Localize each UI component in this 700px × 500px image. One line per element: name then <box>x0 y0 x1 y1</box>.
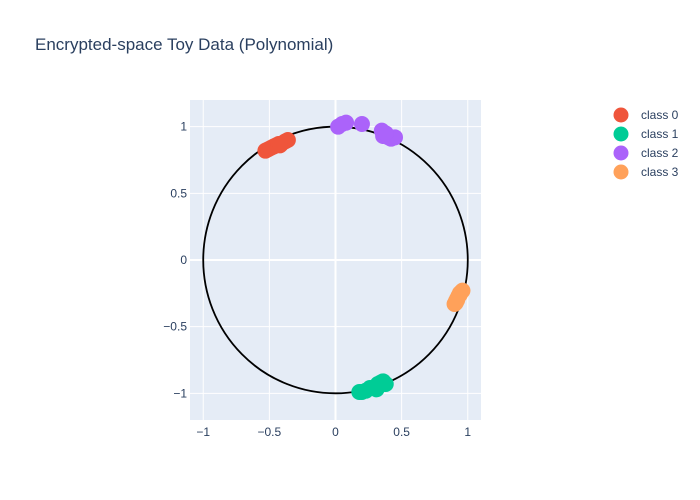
y-axis-ticks: −1 −0.5 0 0.5 1 <box>163 120 187 401</box>
y-tick-label: −1 <box>173 386 187 400</box>
legend-label: class 0 <box>641 108 679 122</box>
x-axis-ticks: −1 −0.5 0 0.5 1 <box>196 425 471 439</box>
x-tick-label: −1 <box>196 425 210 439</box>
data-point-class-3[interactable] <box>447 294 464 311</box>
x-tick-label: 0 <box>332 425 339 439</box>
legend-marker <box>613 126 629 142</box>
legend-item-class-2[interactable]: class 2 <box>613 145 679 161</box>
legend-item-class-3[interactable]: class 3 <box>613 164 679 180</box>
zero-lines <box>190 100 481 420</box>
y-tick-label: 1 <box>180 120 187 134</box>
legend-item-class-1[interactable]: class 1 <box>613 126 679 142</box>
y-tick-label: 0.5 <box>170 186 187 200</box>
legend[interactable]: class 0 class 1 class 2 class 3 <box>613 107 679 180</box>
data-point-class-2[interactable] <box>353 116 370 132</box>
legend-label: class 3 <box>641 165 679 179</box>
y-tick-label: 0 <box>180 253 187 267</box>
data-point-class-2[interactable] <box>338 114 355 131</box>
x-tick-label: 0.5 <box>393 425 410 439</box>
legend-marker <box>613 107 629 123</box>
x-tick-label: −0.5 <box>258 425 282 439</box>
legend-marker <box>613 164 629 180</box>
x-tick-label: 1 <box>464 425 471 439</box>
data-point-class-1[interactable] <box>367 378 384 395</box>
data-point-class-0[interactable] <box>271 137 288 154</box>
chart-title: Encrypted-space Toy Data (Polynomial) <box>35 35 333 54</box>
legend-label: class 1 <box>641 127 679 141</box>
legend-item-class-0[interactable]: class 0 <box>613 107 679 123</box>
legend-marker <box>613 145 629 161</box>
legend-label: class 2 <box>641 146 679 160</box>
data-point-class-2[interactable] <box>377 125 394 142</box>
y-tick-label: −0.5 <box>163 320 187 334</box>
data-points <box>257 114 471 400</box>
